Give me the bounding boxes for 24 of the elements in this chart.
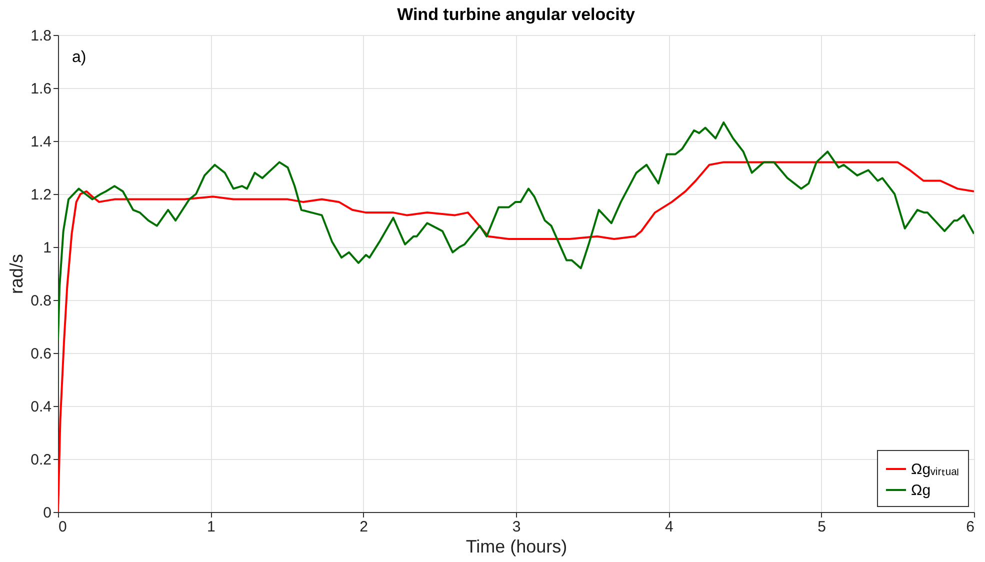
x-tick-label: 2 xyxy=(360,518,368,536)
x-tick-label: 5 xyxy=(818,518,826,536)
x-tick-label: 3 xyxy=(512,518,521,536)
annotation: a) xyxy=(72,49,86,66)
x-tick-label: 0 xyxy=(58,518,67,536)
legend-label: Ωg xyxy=(911,482,931,499)
y-tick-label: 1.2 xyxy=(30,186,52,204)
y-tick-label: 0.8 xyxy=(30,292,52,310)
legend-label: Ωgᵥᵢᵣₜᵤₐₗ xyxy=(911,461,960,478)
y-tick-label: 0.6 xyxy=(30,346,52,362)
chart-title: Wind turbine angular velocity xyxy=(397,5,636,24)
y-tick-label: 0.2 xyxy=(30,452,52,468)
line-series xyxy=(58,121,974,341)
x-tick-label: 6 xyxy=(966,518,974,536)
y-tick-label: 1.6 xyxy=(30,80,52,98)
y-tick-label: 1.8 xyxy=(30,28,52,44)
x-tick-label: 1 xyxy=(206,518,216,536)
x-tick-label: 4 xyxy=(664,518,674,536)
y-tick-label: 1 xyxy=(43,240,52,256)
y-tick-label: 0 xyxy=(43,504,52,522)
y-tick-label: 1.4 xyxy=(30,134,52,150)
y-tick-label: 0.4 xyxy=(30,398,52,416)
y-axis-title: rad/s xyxy=(6,254,27,294)
x-axis-title: Time (hours) xyxy=(466,536,568,556)
